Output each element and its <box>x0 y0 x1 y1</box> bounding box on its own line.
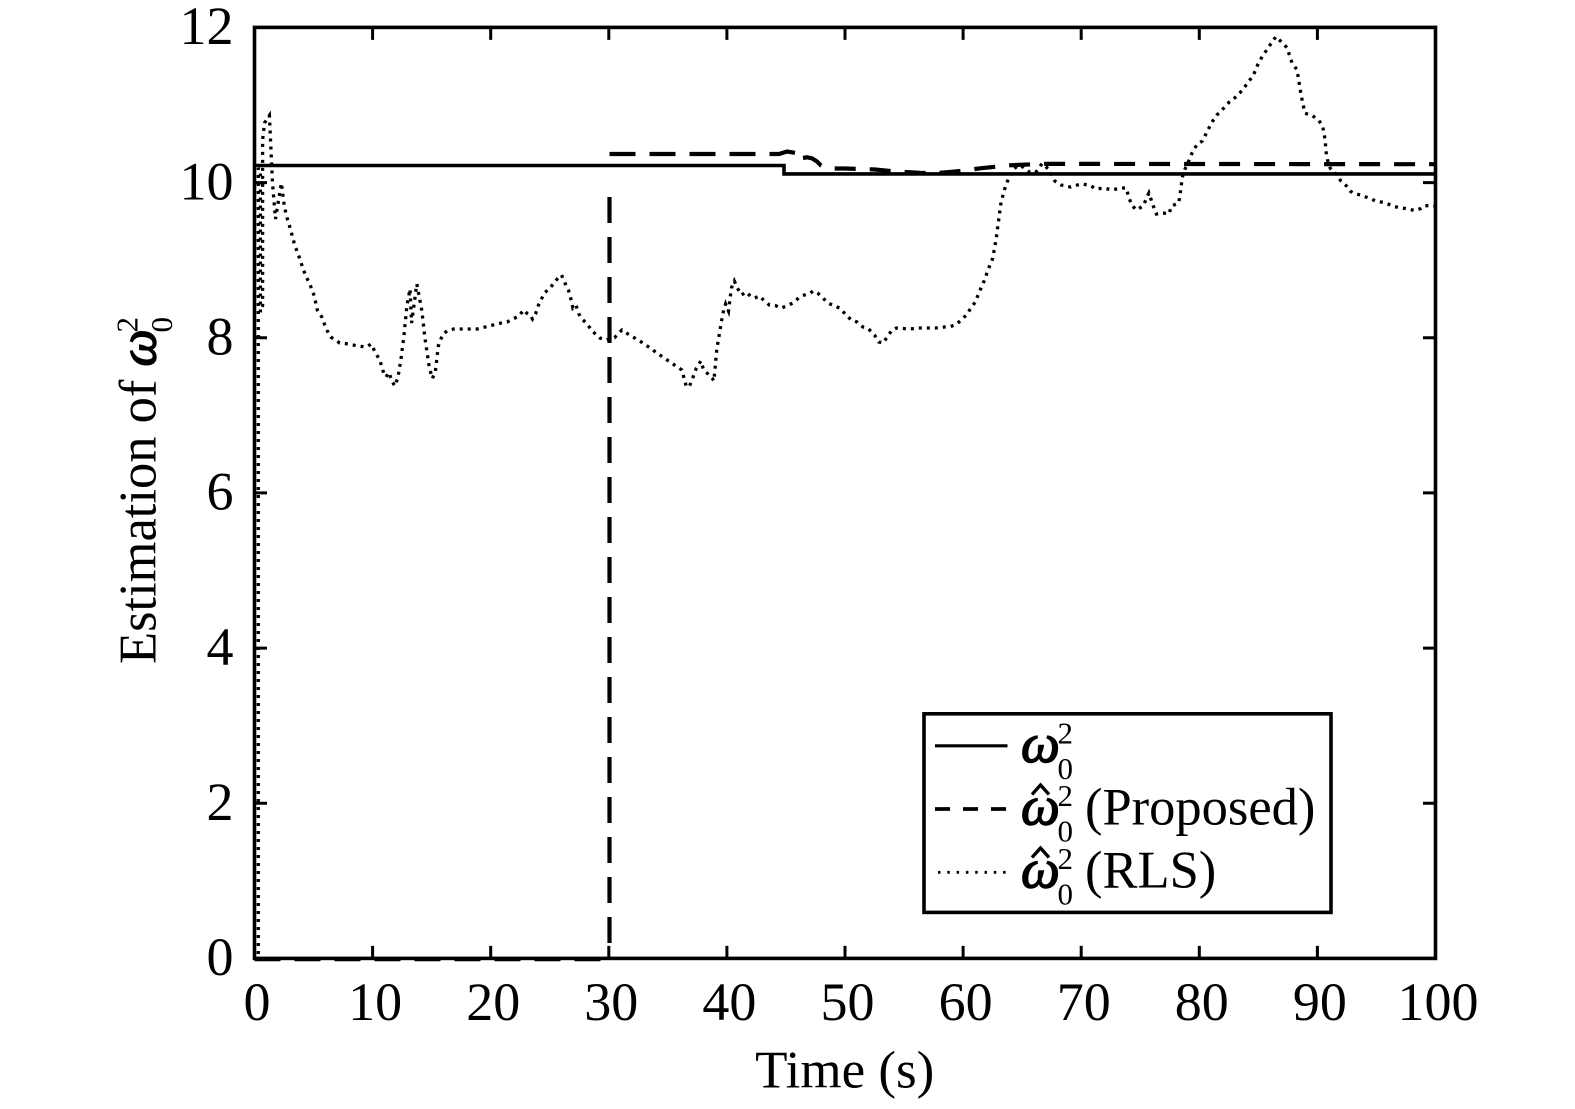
svg-text:0: 0 <box>244 972 271 1032</box>
svg-text:8: 8 <box>207 307 234 367</box>
svg-text:2: 2 <box>1058 841 1074 876</box>
svg-text:Estimation of ω: Estimation of ω <box>110 329 168 664</box>
svg-text:50: 50 <box>821 972 875 1032</box>
svg-text:80: 80 <box>1175 972 1229 1032</box>
svg-text:0: 0 <box>1058 751 1074 786</box>
svg-text:10: 10 <box>180 151 234 211</box>
svg-text:0: 0 <box>1058 814 1074 849</box>
svg-text:60: 60 <box>939 972 993 1032</box>
svg-text:ω: ω <box>1021 839 1060 900</box>
svg-text:0: 0 <box>207 927 234 987</box>
svg-text:Time (s): Time (s) <box>755 1042 934 1100</box>
svg-text:ω: ω <box>1021 776 1060 837</box>
svg-text:(RLS): (RLS) <box>1085 842 1216 900</box>
svg-text:90: 90 <box>1293 972 1347 1032</box>
svg-text:70: 70 <box>1057 972 1111 1032</box>
svg-text:30: 30 <box>584 972 638 1032</box>
svg-text:12: 12 <box>180 0 234 56</box>
svg-text:2: 2 <box>110 317 145 333</box>
svg-text:4: 4 <box>207 617 234 677</box>
svg-text:(Proposed): (Proposed) <box>1085 779 1315 837</box>
svg-text:6: 6 <box>207 462 234 522</box>
svg-text:ω: ω <box>1021 713 1060 774</box>
svg-text:2: 2 <box>1058 778 1074 813</box>
svg-text:100: 100 <box>1398 972 1479 1032</box>
svg-text:0: 0 <box>144 317 179 333</box>
svg-text:20: 20 <box>466 972 520 1032</box>
svg-text:40: 40 <box>702 972 756 1032</box>
svg-text:10: 10 <box>348 972 402 1032</box>
svg-text:2: 2 <box>1058 716 1074 751</box>
svg-text:0: 0 <box>1058 877 1074 912</box>
svg-text:2: 2 <box>207 772 234 832</box>
